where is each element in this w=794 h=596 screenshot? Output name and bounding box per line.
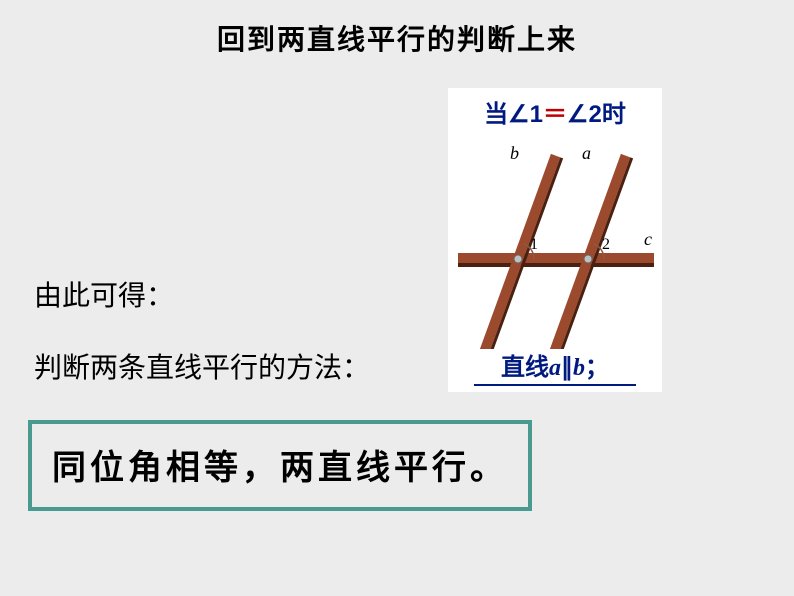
angle-num-2: 2 [589, 101, 602, 128]
label-angle-1: 1 [530, 236, 538, 253]
line-a [546, 154, 633, 349]
bottom-suffix: ； [585, 354, 609, 381]
label-c: c [644, 229, 652, 249]
conclusion-text: 同位角相等，两直线平行。 [52, 440, 508, 489]
bottom-prefix: 直线 [501, 354, 549, 381]
line-c [458, 253, 654, 267]
angle-num-1: 1 [530, 101, 543, 128]
parallel-lines-diagram: b a c 1 2 [448, 129, 662, 349]
equals-sign: ＝ [543, 101, 567, 128]
node-right [584, 255, 592, 263]
angle-symbol-2: ∠ [567, 101, 589, 128]
page-title: 回到两直线平行的判断上来 [0, 18, 794, 58]
label-a: a [582, 143, 591, 163]
node-left [514, 255, 522, 263]
conclusion-box: 同位角相等，两直线平行。 [28, 420, 532, 511]
parallel-symbol: ∥ [561, 355, 573, 381]
figure-caption-bottom: 直线a∥b； [474, 347, 636, 386]
angle-symbol-1: ∠ [508, 101, 530, 128]
figure-caption-top: 当∠1＝∠2时 [448, 88, 662, 129]
figure-panel: 当∠1＝∠2时 b [448, 88, 662, 392]
var-b: b [573, 355, 585, 381]
text-derive: 由此可得： [34, 274, 174, 314]
label-angle-2: 2 [602, 236, 610, 253]
diagram-svg-wrap: b a c 1 2 [448, 129, 662, 329]
cap-prefix: 当 [484, 101, 508, 128]
cap-suffix: 时 [602, 101, 626, 128]
var-a: a [549, 355, 561, 381]
line-b [476, 154, 563, 349]
text-method: 判断两条直线平行的方法： [34, 346, 370, 386]
label-b: b [510, 143, 519, 163]
